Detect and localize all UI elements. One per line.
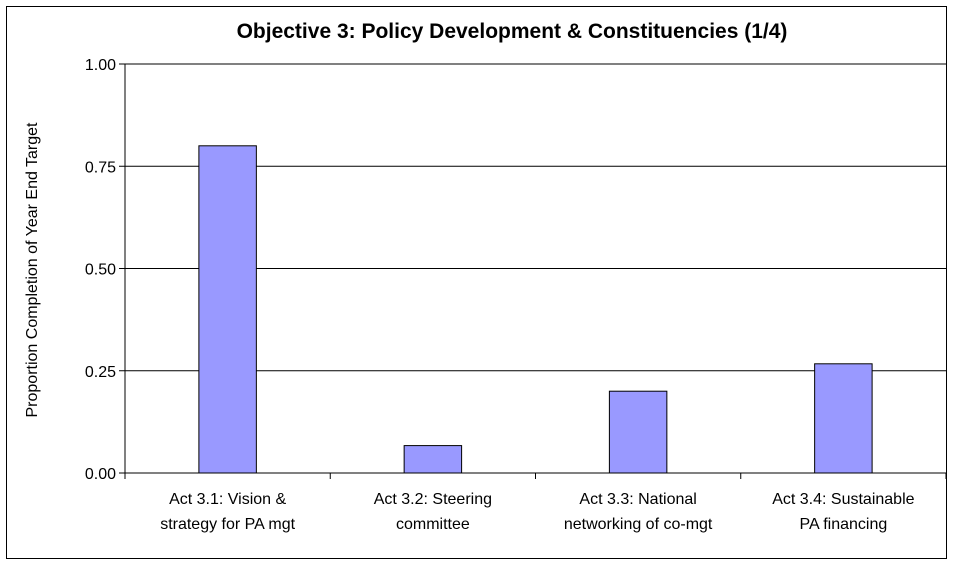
- x-tick-label: committee: [396, 516, 470, 533]
- x-tick-label: Act 3.1: Vision &: [169, 491, 286, 508]
- y-tick-label: 0.75: [85, 159, 116, 176]
- y-tick-label: 0.25: [85, 364, 116, 381]
- x-tick-label: Act 3.4: Sustainable: [772, 491, 914, 508]
- y-axis-label: Proportion Completion of Year End Target: [24, 122, 41, 418]
- x-tick-label: Act 3.3: National: [579, 491, 696, 508]
- x-tick-label: strategy for PA mgt: [160, 516, 295, 533]
- chart-title: Objective 3: Policy Development & Consti…: [237, 20, 788, 43]
- x-tick-label: networking of co-mgt: [564, 516, 713, 533]
- plot-area: 0.00 0.25 0.50 0.75 1.00 Act 3.1: Vision & str…: [85, 57, 947, 533]
- y-tick-label: 1.00: [85, 57, 116, 74]
- y-tick-label: 0.00: [85, 466, 116, 483]
- x-tick-label: Act 3.2: Steering: [374, 491, 492, 508]
- y-tick-label: 0.50: [85, 262, 116, 279]
- bar: [403, 445, 463, 474]
- bar: [814, 363, 873, 474]
- x-tick-label: PA financing: [799, 516, 887, 533]
- bar: [198, 145, 257, 474]
- bar: [608, 390, 668, 474]
